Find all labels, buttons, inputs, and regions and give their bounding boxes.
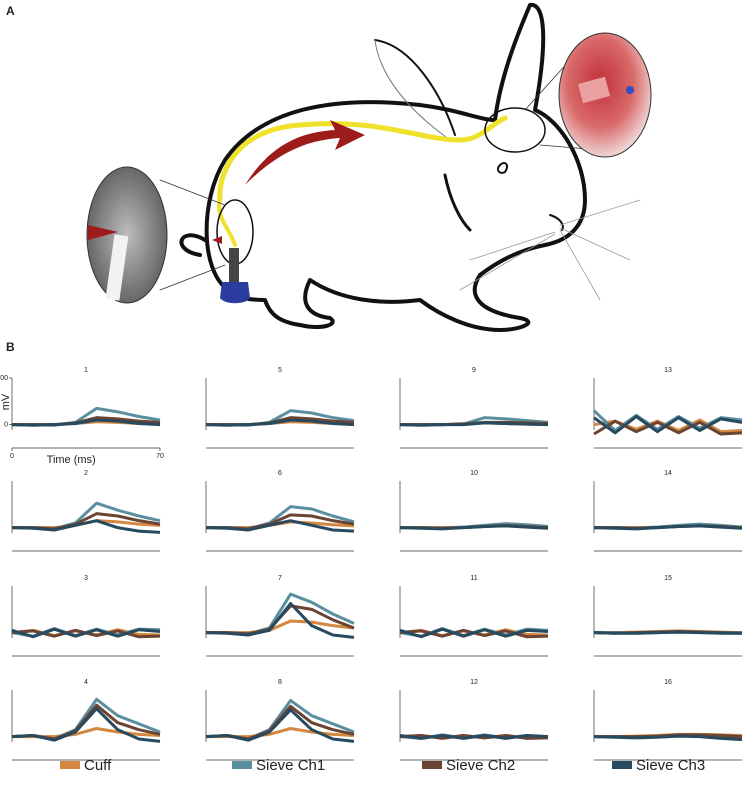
legend: Cuff Sieve Ch1 Sieve Ch2 Sieve Ch3 [60, 757, 705, 774]
plot-title: 1 [84, 367, 88, 374]
legend-label: Sieve Ch1 [256, 757, 325, 774]
waveform [593, 524, 742, 531]
waveform [205, 602, 355, 639]
plot-title: 15 [664, 575, 672, 582]
waveform [11, 627, 161, 639]
plot-title: 16 [664, 679, 672, 686]
rabbit-illustration [86, 2, 652, 332]
x-axis-label: Time (ms) [47, 454, 96, 466]
waveform [205, 708, 355, 743]
waveform [399, 734, 549, 740]
plot-title: 3 [84, 575, 88, 582]
waveform [11, 707, 161, 743]
waveform [11, 418, 161, 427]
waveform [206, 619, 355, 635]
waveform [399, 524, 549, 531]
waveform [206, 592, 355, 636]
legend-label: Sieve Ch2 [446, 757, 515, 774]
legend-swatch [422, 761, 442, 769]
legend-swatch [612, 761, 632, 769]
waveform [593, 630, 742, 635]
plot-title: 10 [470, 470, 478, 477]
plot-title: 9 [472, 367, 476, 374]
plot-title: 14 [664, 470, 672, 477]
y-tick-label: 400 [0, 375, 8, 382]
y-axis-label: mV [0, 393, 12, 410]
plot-title: 5 [278, 367, 282, 374]
waveform [593, 734, 742, 742]
plot-title: 6 [278, 470, 282, 477]
legend-swatch [60, 761, 80, 769]
panel-label: B [6, 340, 15, 354]
waveform [11, 519, 161, 534]
plot-title: 2 [84, 470, 88, 477]
plot-title: 13 [664, 367, 672, 374]
waveform [205, 418, 355, 427]
x-tick-label: 0 [10, 453, 14, 460]
plot-title: 7 [278, 575, 282, 582]
waveform [205, 519, 355, 533]
plot-title: 4 [84, 679, 88, 686]
plot-title: 11 [470, 575, 477, 582]
panel-label: A [6, 4, 15, 18]
waveform [593, 415, 742, 435]
x-tick-label: 70 [156, 453, 164, 460]
plot-title: 8 [278, 679, 282, 686]
waveform [399, 421, 549, 427]
waveform [593, 419, 742, 436]
waveform [399, 627, 549, 639]
y-tick-label: 0 [4, 422, 8, 429]
plots: 10400070Time (ms)mV234567891011121314151… [0, 367, 742, 761]
legend-label: Cuff [84, 757, 112, 774]
legend-label: Sieve Ch3 [636, 757, 705, 774]
plot-title: 12 [470, 679, 478, 686]
legend-swatch [232, 761, 252, 769]
